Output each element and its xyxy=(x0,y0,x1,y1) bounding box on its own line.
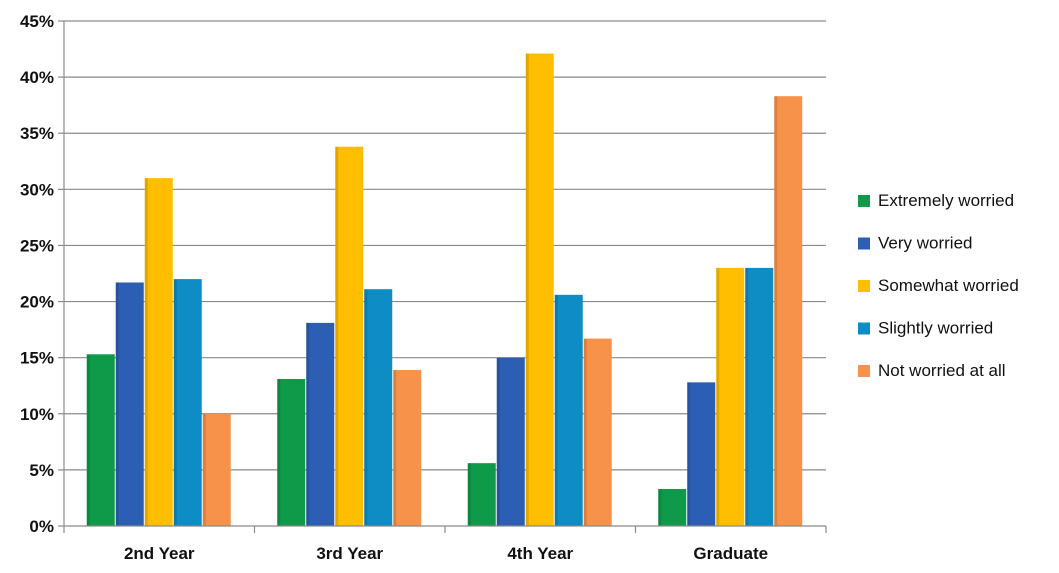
legend-swatch xyxy=(858,195,870,207)
legend-item-extremely-worried: Extremely worried xyxy=(858,191,1014,210)
bar-not-worried-at-all-graduate xyxy=(774,96,803,526)
legend-item-not-worried-at-all: Not worried at all xyxy=(858,361,1006,380)
y-tick-label: 5% xyxy=(29,461,54,480)
category-label-graduate: Graduate xyxy=(693,544,768,563)
bar-somewhat-worried-2nd-year xyxy=(144,178,173,526)
bar-slightly-worried-3rd-year xyxy=(364,289,393,526)
y-tick-label: 20% xyxy=(20,293,54,312)
legend-label: Very worried xyxy=(878,234,972,253)
legend: Extremely worried Very worried Somewhat wo… xyxy=(858,191,1019,380)
bar-edge-shade xyxy=(144,178,148,526)
bar-edge-shade xyxy=(774,96,778,526)
bar-not-worried-at-all-2nd-year xyxy=(202,413,231,526)
bar-slightly-worried-4th-year xyxy=(554,294,583,526)
bar-edge-shade xyxy=(115,282,119,526)
y-tick-labels: 0% 5% 10% 15% 20% 25% 30% 35% 40% 45% xyxy=(20,12,54,536)
legend-label: Extremely worried xyxy=(878,191,1014,210)
bar-somewhat-worried-graduate xyxy=(716,267,745,526)
bar-edge-shade xyxy=(716,267,720,526)
category-label-4th-year: 4th Year xyxy=(507,544,573,563)
y-tick-label: 10% xyxy=(20,405,54,424)
bar-edge-shade xyxy=(393,370,397,526)
category-label-3rd-year: 3rd Year xyxy=(316,544,383,563)
bar-slightly-worried-graduate xyxy=(745,267,774,526)
bar-very-worried-4th-year xyxy=(496,357,525,526)
bar-somewhat-worried-3rd-year xyxy=(335,146,364,526)
bar-extremely-worried-graduate xyxy=(658,488,687,526)
bar-edge-shade xyxy=(306,322,310,526)
legend-item-slightly-worried: Slightly worried xyxy=(858,319,993,338)
bars xyxy=(86,53,803,527)
bar-somewhat-worried-4th-year xyxy=(525,53,554,527)
legend-item-somewhat-worried: Somewhat worried xyxy=(858,276,1019,295)
y-tick-label: 35% xyxy=(20,124,54,143)
bar-extremely-worried-2nd-year xyxy=(86,354,115,526)
bar-edge-shade xyxy=(554,294,558,526)
legend-label: Somewhat worried xyxy=(878,276,1019,295)
bar-very-worried-graduate xyxy=(687,382,716,526)
bar-very-worried-3rd-year xyxy=(306,322,335,526)
bar-not-worried-at-all-3rd-year xyxy=(393,370,422,526)
bar-edge-shade xyxy=(583,338,587,526)
bar-edge-shade xyxy=(496,357,500,526)
bar-edge-shade xyxy=(687,382,691,526)
legend-label: Not worried at all xyxy=(878,361,1006,380)
bar-very-worried-2nd-year xyxy=(115,282,144,526)
bar-edge-shade xyxy=(525,53,529,527)
legend-swatch xyxy=(858,280,870,292)
y-tick-label: 30% xyxy=(20,180,54,199)
bar-extremely-worried-4th-year xyxy=(467,463,496,526)
bar-edge-shade xyxy=(335,146,339,526)
category-labels: 2nd Year 3rd Year 4th Year Graduate xyxy=(124,544,768,563)
bar-edge-shade xyxy=(467,463,471,526)
bar-edge-shade xyxy=(86,354,90,526)
bar-edge-shade xyxy=(202,413,206,526)
y-tick-label: 25% xyxy=(20,236,54,255)
axes xyxy=(58,20,827,533)
bar-edge-shade xyxy=(277,378,281,526)
y-tick-label: 40% xyxy=(20,68,54,87)
y-tick-label: 15% xyxy=(20,349,54,368)
legend-swatch xyxy=(858,237,870,250)
bar-edge-shade xyxy=(745,267,749,526)
legend-item-very-worried: Very worried xyxy=(858,234,972,253)
bar-extremely-worried-3rd-year xyxy=(277,378,306,526)
bar-not-worried-at-all-4th-year xyxy=(583,338,612,526)
bar-edge-shade xyxy=(658,488,662,526)
bar-edge-shade xyxy=(173,279,177,526)
y-tick-label: 0% xyxy=(29,517,54,536)
legend-label: Slightly worried xyxy=(878,319,993,338)
legend-swatch xyxy=(858,322,870,335)
bar-edge-shade xyxy=(364,289,368,526)
legend-swatch xyxy=(858,365,870,377)
category-label-2nd-year: 2nd Year xyxy=(124,544,195,563)
bar-slightly-worried-2nd-year xyxy=(173,279,202,526)
y-tick-label: 45% xyxy=(20,12,54,31)
